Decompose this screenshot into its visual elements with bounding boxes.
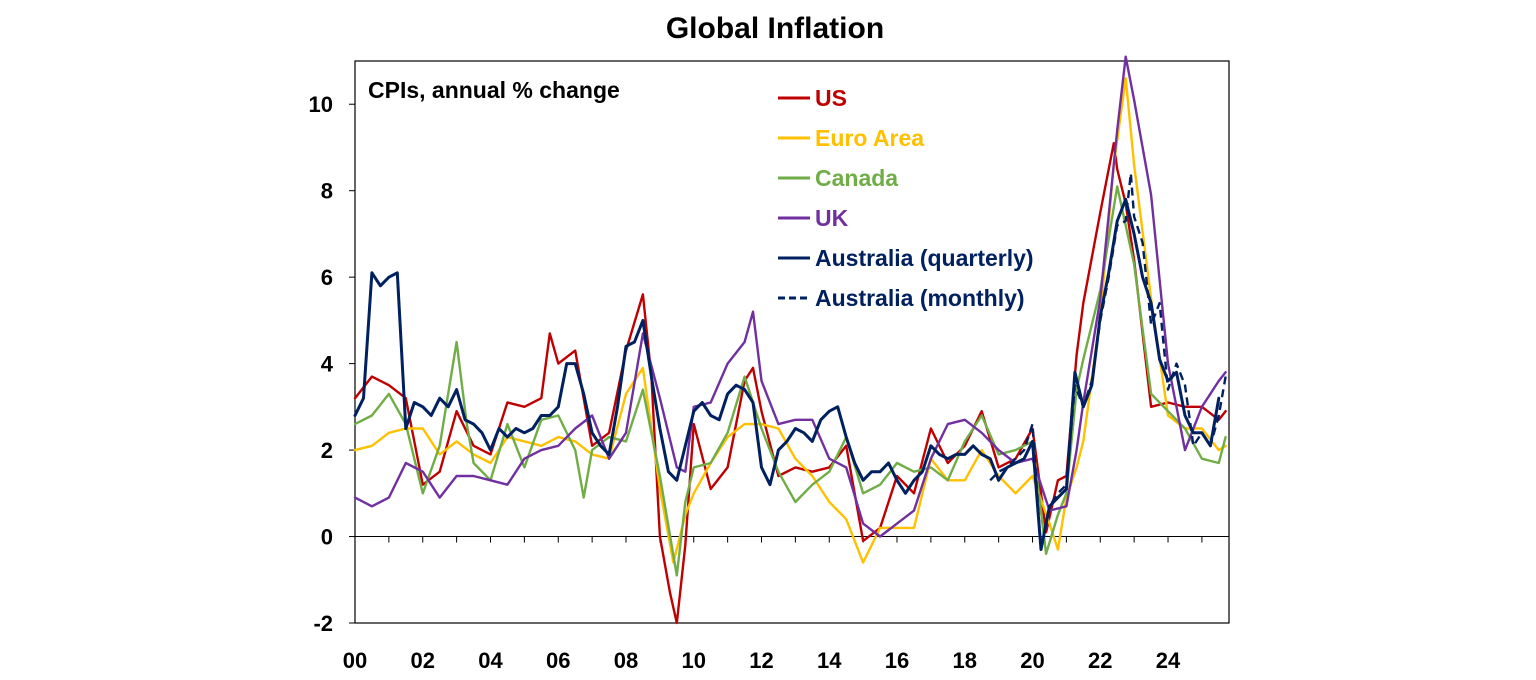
x-tick-label: 12 — [749, 648, 773, 673]
chart-title: Global Inflation — [666, 12, 884, 45]
legend: US Euro Area Canada UK Australia (quarterly)… — [778, 85, 1034, 311]
series-line-uk — [353, 55, 1227, 538]
series-line-euro-area — [353, 77, 1227, 564]
series-line-australia-monthly — [989, 172, 1227, 551]
x-tick-label: 02 — [411, 648, 435, 673]
chart-subtitle: CPIs, annual % change — [368, 77, 620, 103]
legend-label: UK — [815, 205, 849, 231]
y-tick-label: 10 — [309, 92, 333, 117]
legend-label: US — [815, 85, 847, 111]
x-tick-label: 06 — [546, 648, 570, 673]
y-tick-label: 2 — [321, 438, 333, 463]
x-tick-label: 24 — [1156, 648, 1181, 673]
plot-frame — [354, 60, 1230, 624]
x-tick-label: 10 — [682, 648, 706, 673]
x-tick-label: 18 — [953, 648, 977, 673]
legend-label: Australia (monthly) — [815, 285, 1025, 311]
x-tick-label: 20 — [1020, 648, 1044, 673]
x-tick-label: 22 — [1088, 648, 1112, 673]
y-tick-label: 6 — [321, 265, 333, 290]
series-line-canada — [353, 185, 1227, 577]
series-line-us — [353, 141, 1227, 625]
x-tick-label: 08 — [614, 648, 638, 673]
y-tick-label: 8 — [321, 179, 333, 204]
y-tick-label: 4 — [321, 352, 334, 377]
legend-label: Australia (quarterly) — [815, 245, 1034, 271]
series-layer — [353, 55, 1227, 625]
x-axis: 00 02 04 06 08 10 12 14 16 18 20 22 24 — [343, 536, 1203, 673]
x-tick-label: 00 — [343, 648, 367, 673]
y-tick-label: 0 — [321, 525, 333, 550]
legend-label: Canada — [815, 165, 898, 191]
series-line-australia-quarterly — [353, 197, 1221, 551]
y-axis: -2 0 2 4 6 8 10 — [309, 92, 355, 636]
x-tick-label: 04 — [478, 648, 503, 673]
x-tick-label: 16 — [885, 648, 909, 673]
legend-label: Euro Area — [815, 125, 924, 151]
y-tick-label: -2 — [313, 611, 333, 636]
x-tick-label: 14 — [817, 648, 842, 673]
